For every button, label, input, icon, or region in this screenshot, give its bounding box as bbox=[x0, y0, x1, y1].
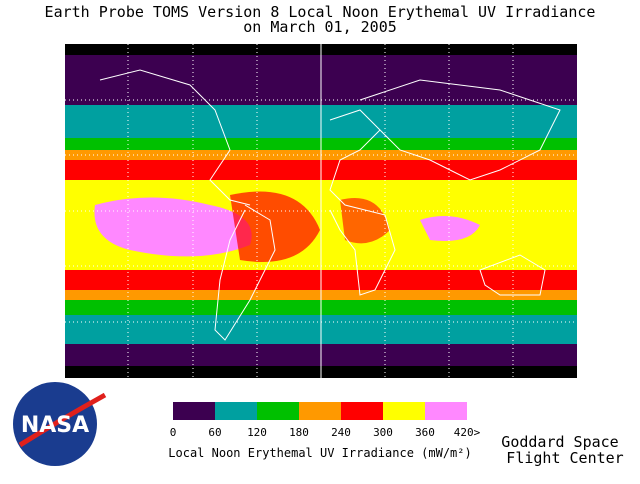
footer-line1: Goddard Space bbox=[501, 433, 618, 451]
colorbar-tick-label: 60 bbox=[208, 426, 221, 439]
colorbar-tick-label: 180 bbox=[289, 426, 309, 439]
colorbar: 0 60 120 180 240 300 360 420> bbox=[170, 402, 481, 439]
colorbar-label: Local Noon Erythemal UV Irradiance (mW/m… bbox=[168, 446, 471, 460]
colorbar-segment bbox=[341, 402, 383, 420]
colorbar-tick-label: 420> bbox=[454, 426, 481, 439]
colorbar-segment bbox=[173, 402, 215, 420]
colorbar-tick-label: 120 bbox=[247, 426, 267, 439]
colorbar-tick-label: 300 bbox=[373, 426, 393, 439]
colorbar-segment bbox=[383, 402, 425, 420]
colorbar-tick-label: 0 bbox=[170, 426, 177, 439]
logo-text: NASA bbox=[21, 413, 89, 438]
colorbar-segment bbox=[425, 402, 467, 420]
nasa-logo: NASA bbox=[13, 382, 107, 466]
colorbar-tick-label: 360 bbox=[415, 426, 435, 439]
subtitle: on March 01, 2005 bbox=[243, 18, 397, 36]
colorbar-tick-label: 240 bbox=[331, 426, 351, 439]
colorbar-segment bbox=[257, 402, 299, 420]
title: Earth Probe TOMS Version 8 Local Noon Er… bbox=[45, 3, 596, 21]
uv-map bbox=[65, 44, 577, 378]
footer-line2: Flight Center bbox=[506, 449, 623, 467]
colorbar-segment bbox=[299, 402, 341, 420]
colorbar-segment bbox=[215, 402, 257, 420]
